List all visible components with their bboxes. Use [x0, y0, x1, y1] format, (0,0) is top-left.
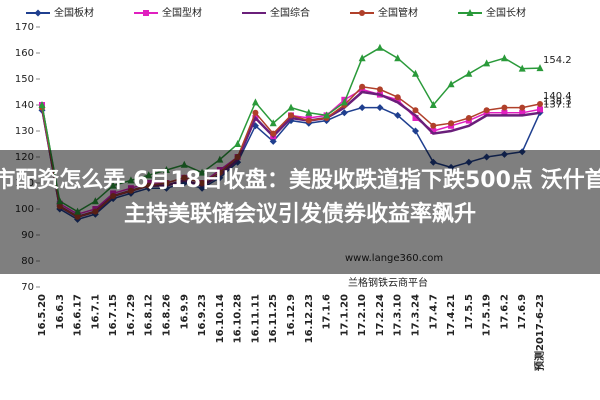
x-tick-label: 17.2.10	[357, 294, 368, 336]
legend-label: 全国型材	[162, 6, 202, 19]
y-tick-label: 130	[15, 126, 34, 137]
y-tick-label: 170	[15, 22, 34, 33]
marker	[143, 10, 149, 16]
marker	[251, 98, 259, 106]
legend-label: 全国综合	[270, 6, 310, 19]
marker	[234, 140, 242, 147]
x-tick-label: 16.9.9	[179, 294, 190, 329]
data-label: 140.4	[543, 91, 572, 102]
watermark: 兰格钢铁云商平台	[348, 276, 428, 289]
marker	[483, 59, 491, 67]
marker	[376, 86, 383, 93]
marker	[465, 69, 473, 77]
overlay-caption: 股市配资怎么弄 6月18日收盘：美股收跌道指下跌500点 沃什首次主持美联储会议…	[0, 150, 600, 274]
legend-label: 全国长材	[486, 6, 526, 19]
y-tick-label: 140	[15, 100, 34, 111]
marker	[34, 9, 42, 17]
marker	[323, 111, 331, 119]
data-label: 137.1	[543, 100, 572, 111]
marker	[340, 98, 348, 106]
marker	[501, 104, 508, 111]
x-tick-label: 17.6.9	[517, 294, 528, 329]
marker	[305, 117, 312, 124]
marker	[500, 54, 508, 62]
marker	[394, 94, 401, 101]
marker	[287, 103, 295, 111]
x-tick-label: 17.5.5	[464, 294, 475, 329]
marker	[430, 128, 437, 134]
marker	[430, 122, 437, 129]
x-tick-label: 16.9.23	[197, 294, 208, 336]
marker	[483, 107, 490, 114]
marker	[519, 109, 526, 116]
legend-label: 全国板材	[54, 6, 94, 19]
x-tick-label: 16.7.1	[90, 294, 101, 329]
marker	[448, 120, 455, 127]
x-tick-label: 17.1.20	[339, 294, 350, 336]
marker	[288, 112, 294, 119]
x-tick-label: 16.5.20	[37, 294, 48, 336]
x-tick-label: 17.5.19	[482, 294, 493, 336]
x-tick-label: 16.12.9	[286, 294, 297, 336]
x-tick-label: 16.6.3	[55, 294, 66, 329]
marker	[536, 64, 544, 72]
data-label: 154.2	[543, 55, 572, 66]
marker	[358, 54, 366, 62]
x-tick-label: 17.1.6	[322, 294, 333, 329]
marker	[394, 54, 402, 62]
x-tick-label: 16.8.26	[162, 294, 173, 336]
marker	[359, 10, 365, 16]
marker	[537, 100, 543, 107]
x-tick-label: 16.11.11	[250, 294, 261, 343]
x-tick-label: 16.10.28	[233, 294, 244, 343]
x-tick-label: 16.7.29	[126, 294, 137, 336]
marker	[270, 130, 277, 137]
x-tick-label: 17.4.21	[446, 294, 457, 336]
x-tick-label: 17.2.24	[375, 294, 386, 336]
x-tick-label: 17.6.2	[499, 294, 510, 329]
marker	[305, 108, 313, 116]
marker	[501, 109, 508, 116]
marker	[537, 106, 543, 113]
y-tick-label: 70	[21, 282, 34, 293]
marker	[412, 115, 419, 121]
marker	[466, 9, 474, 16]
x-tick-label: 17.3.24	[411, 294, 422, 336]
x-tick-label: 17.3.10	[393, 294, 404, 336]
marker	[394, 111, 402, 119]
marker	[412, 127, 419, 135]
marker	[465, 115, 472, 121]
marker	[519, 104, 526, 111]
marker	[359, 83, 366, 90]
x-tick-label: 16.6.17	[73, 294, 84, 336]
marker	[38, 101, 46, 108]
x-tick-label: 16.7.15	[108, 294, 119, 336]
marker	[269, 137, 277, 145]
legend-label: 全国管材	[378, 6, 418, 19]
y-tick-label: 160	[15, 48, 34, 59]
x-tick-label: 16.11.25	[268, 294, 279, 343]
marker	[518, 64, 526, 72]
marker	[376, 43, 384, 51]
y-tick-label: 150	[15, 74, 34, 85]
marker	[429, 101, 437, 108]
marker	[412, 107, 419, 114]
x-tick-label: 16.8.12	[144, 294, 155, 336]
data-label: 138.3	[543, 96, 572, 107]
marker	[412, 69, 419, 77]
marker	[376, 104, 384, 112]
x-tick-label: 16.12.23	[304, 294, 315, 343]
marker	[340, 109, 348, 117]
marker	[447, 80, 455, 88]
x-tick-label: 16.10.14	[215, 294, 226, 343]
marker	[358, 104, 366, 112]
x-tick-label: 预测2017-6-23	[533, 294, 546, 371]
marker	[252, 109, 259, 116]
x-tick-label: 17.4.7	[428, 294, 439, 329]
marker	[269, 119, 277, 127]
